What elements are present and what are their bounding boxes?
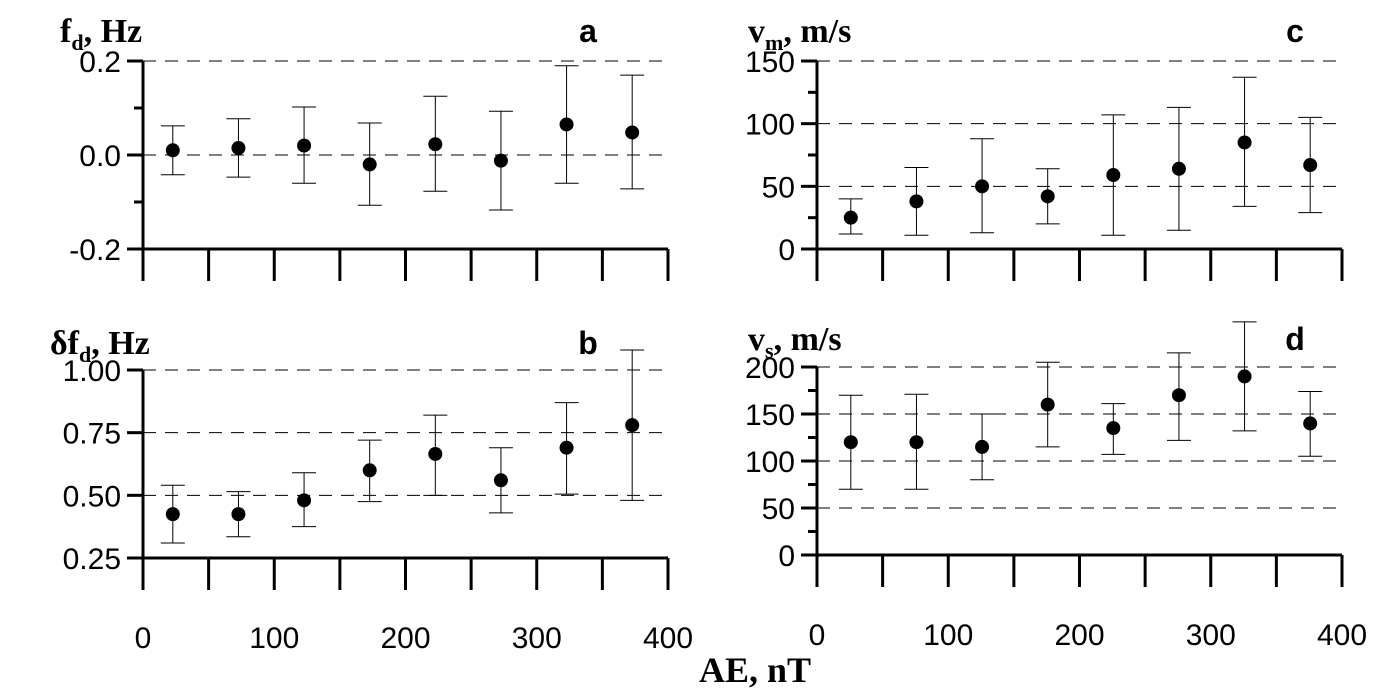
- y-tick-label: 0.75: [63, 418, 121, 451]
- data-point: [297, 138, 312, 153]
- y-tick-label: 150: [745, 399, 795, 432]
- data-point: [165, 507, 180, 522]
- y-tick-label: 100: [745, 109, 795, 142]
- y-axis-label: vm, m/s: [748, 13, 851, 55]
- y-tick-label: 150: [745, 46, 795, 79]
- data-point: [428, 137, 443, 152]
- panel-label: b: [578, 325, 598, 361]
- y-axis-label: δfd, Hz: [50, 325, 150, 367]
- y-tick-label: 1.00: [63, 355, 121, 388]
- panel-label: a: [579, 13, 597, 49]
- data-point: [1303, 158, 1318, 173]
- x-tick-label: 100: [923, 619, 973, 652]
- data-point: [165, 143, 180, 158]
- data-point: [975, 439, 990, 454]
- data-point: [909, 194, 924, 209]
- x-tick-label: 200: [1054, 619, 1104, 652]
- y-axis-label-subscript: s: [765, 338, 774, 363]
- y-tick-label: 0.0: [79, 140, 121, 173]
- data-point: [362, 157, 377, 172]
- y-tick-label: 0.50: [63, 480, 121, 513]
- data-point: [625, 125, 640, 140]
- data-point: [231, 140, 246, 155]
- y-axis-label-unit: , m/s: [783, 13, 851, 50]
- x-tick-label: 400: [643, 622, 693, 655]
- panel-label: d: [1285, 321, 1305, 357]
- y-axis-label-subscript: m: [765, 30, 783, 55]
- y-tick-label: 0.2: [79, 46, 121, 79]
- data-point: [493, 153, 508, 168]
- data-point: [625, 418, 640, 433]
- data-point: [231, 507, 246, 522]
- y-tick-label: 0: [778, 234, 795, 267]
- data-point: [1106, 421, 1121, 436]
- y-axis-label: fd, Hz: [60, 13, 142, 55]
- y-tick-label: 100: [745, 446, 795, 479]
- data-point: [1171, 388, 1186, 403]
- data-point: [1237, 369, 1252, 384]
- x-tick-label: 200: [380, 622, 430, 655]
- y-axis-label-main: v: [748, 13, 765, 50]
- data-point: [1303, 416, 1318, 431]
- data-point: [493, 473, 508, 488]
- panel-b: 0.25 0.50 0.75 1.00 0 100 200 300 400 δfd, Hz b: [50, 325, 693, 655]
- y-axis-label-main: f: [60, 13, 72, 50]
- data-point: [1040, 189, 1055, 204]
- y-axis-label-main: v: [748, 321, 765, 358]
- y-tick-label: 50: [762, 493, 795, 526]
- data-point: [297, 493, 312, 508]
- data-point: [428, 446, 443, 461]
- data-point: [559, 440, 574, 455]
- y-tick-label: 0.25: [63, 543, 121, 576]
- data-point: [1040, 397, 1055, 412]
- y-axis-label-main: δf: [50, 325, 80, 362]
- y-axis-label-unit: , Hz: [84, 13, 143, 50]
- data-point: [559, 117, 574, 132]
- y-tick-label: 50: [762, 171, 795, 204]
- y-axis-label-subscript: d: [79, 342, 91, 367]
- panel-label: c: [1286, 13, 1304, 49]
- y-tick-label: -0.2: [69, 234, 121, 267]
- x-tick-label: 0: [809, 619, 826, 652]
- data-point: [1171, 161, 1186, 176]
- x-tick-label: 400: [1317, 619, 1367, 652]
- x-tick-label: 0: [135, 622, 152, 655]
- y-axis-label-unit: , m/s: [774, 321, 842, 358]
- data-point: [843, 210, 858, 225]
- panel-a: -0.2 0.0 0.2fd, Hz a: [60, 13, 670, 281]
- y-axis-label: vs, m/s: [748, 321, 842, 363]
- data-point: [1237, 135, 1252, 150]
- y-axis-label-unit: , Hz: [91, 325, 150, 362]
- data-point: [909, 435, 924, 450]
- x-tick-label: 300: [512, 622, 562, 655]
- y-tick-label: 200: [745, 352, 795, 385]
- data-point: [975, 179, 990, 194]
- y-tick-label: 0: [778, 540, 795, 573]
- x-axis-label: AE, nT: [699, 650, 811, 690]
- data-point: [362, 463, 377, 478]
- x-tick-label: 300: [1186, 619, 1236, 652]
- data-point: [1106, 168, 1121, 183]
- x-tick-label: 100: [249, 622, 299, 655]
- data-point: [843, 435, 858, 450]
- panel-d: 0 50 100 150 200 0 100 200 300 400 vs, m/s d: [745, 321, 1367, 652]
- y-axis-label-subscript: d: [71, 30, 83, 55]
